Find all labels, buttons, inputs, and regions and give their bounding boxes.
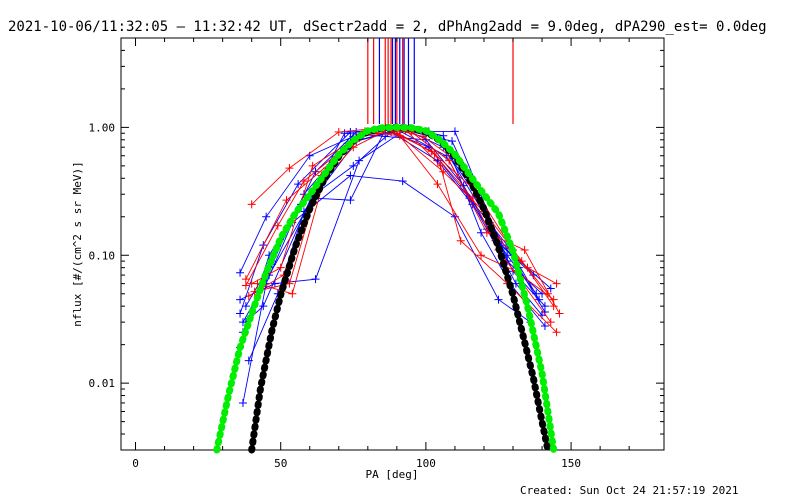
chart-title: 2021-10-06/11:32:05 – 11:32:42 UT, dSect… — [8, 19, 767, 35]
data-point-plus — [433, 180, 442, 189]
x-tick-label: 150 — [561, 457, 581, 470]
data-point-plus — [294, 180, 303, 189]
data-point-plus — [238, 398, 247, 407]
data-point-plus — [282, 196, 291, 205]
data-point-plus — [436, 161, 445, 170]
data-point-plus — [546, 284, 555, 293]
data-point-plus — [247, 200, 256, 209]
data-point-plus — [241, 275, 250, 284]
data-point-plus — [308, 161, 317, 170]
data-point-plus — [285, 164, 294, 173]
data-point-plus — [456, 236, 465, 245]
data-point-plus — [477, 251, 486, 260]
data-point-plus — [311, 275, 320, 284]
data-point-plus — [346, 171, 355, 180]
x-axis-label: PA [deg] — [366, 468, 419, 481]
data-point-plus — [468, 194, 477, 203]
data-point-plus — [517, 257, 526, 266]
data-point-plus — [555, 309, 564, 318]
data-point-plus — [259, 302, 268, 311]
model-curve-dotted — [248, 123, 552, 454]
data-point-plus — [236, 268, 245, 277]
data-point-plus — [552, 279, 561, 288]
data-point-plus — [445, 156, 454, 165]
data-point-plus — [236, 295, 245, 304]
data-point-plus — [450, 127, 459, 136]
data-point-plus — [334, 128, 343, 137]
y-tick-label: 1.00 — [89, 121, 116, 134]
data-point-plus — [439, 167, 448, 176]
data-point-plus — [288, 289, 297, 298]
data-point-plus — [398, 177, 407, 186]
data-point-plus — [262, 212, 271, 221]
data-point-plus — [546, 318, 555, 327]
x-tick-label: 0 — [132, 457, 139, 470]
data-point-plus — [270, 279, 279, 288]
data-point-plus — [520, 245, 529, 254]
data-series — [213, 123, 564, 454]
x-tick-label: 100 — [416, 457, 436, 470]
model-curve-dotted — [213, 123, 558, 454]
data-point-plus — [439, 131, 448, 140]
y-tick-label: 0.01 — [89, 377, 116, 390]
y-axis: 0.01 0.10 1.00 — [89, 37, 664, 451]
data-point-plus — [540, 321, 549, 330]
data-point-plus — [349, 161, 358, 170]
data-point-plus — [299, 177, 308, 186]
data-point-plus — [427, 147, 436, 156]
data-point-plus — [241, 302, 250, 311]
data-point-plus — [482, 228, 491, 237]
data-point-plus — [549, 295, 558, 304]
data-point-plus — [494, 295, 503, 304]
data-point-plus — [244, 292, 253, 301]
vertical-lines — [367, 38, 514, 124]
created-timestamp: Created: Sun Oct 24 21:57:19 2021 — [520, 484, 739, 497]
data-point-plus — [448, 137, 457, 146]
data-point-plus — [244, 356, 253, 365]
data-point-plus — [355, 156, 364, 165]
data-point-plus — [340, 129, 349, 138]
data-point-plus — [346, 196, 355, 205]
x-tick-label: 50 — [274, 457, 287, 470]
data-point-plus — [276, 263, 285, 272]
y-tick-label: 0.10 — [89, 249, 116, 262]
data-point-plus — [273, 221, 282, 230]
data-point-plus — [236, 309, 245, 318]
data-point-plus — [552, 328, 561, 337]
y-axis-label: nflux [#/(cm^2 s sr MeV)] — [71, 161, 84, 327]
x-axis: 0 50 100 150 — [132, 38, 630, 470]
data-point-plus — [395, 131, 404, 140]
